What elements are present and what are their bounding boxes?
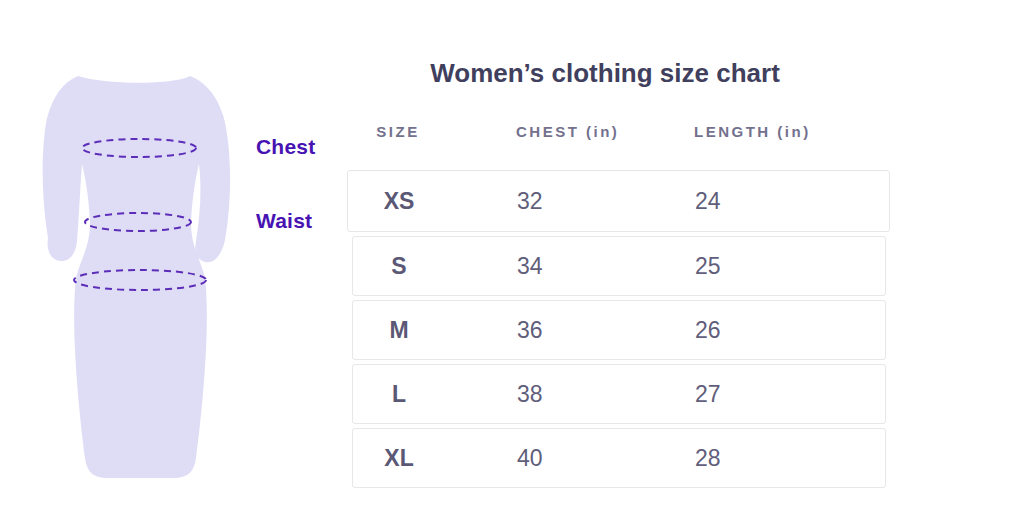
size-chart-panel: Women’s clothing size chart SIZE CHEST (… xyxy=(352,0,886,492)
column-header-length: LENGTH (in) xyxy=(694,123,886,140)
column-header-size: SIZE xyxy=(352,123,516,140)
chest-label: Chest xyxy=(256,135,315,159)
length-cell: 24 xyxy=(695,188,889,215)
size-table-body: XS 32 24 S 34 25 M 36 26 L 38 27 XL 40 2… xyxy=(352,170,886,488)
chest-cell: 38 xyxy=(517,381,695,408)
table-row: XS 32 24 xyxy=(347,170,890,232)
table-row: S 34 25 xyxy=(352,236,886,296)
length-cell: 26 xyxy=(695,317,885,344)
dress-illustration-svg xyxy=(0,0,340,518)
waist-label: Waist xyxy=(256,209,312,233)
table-row: XL 40 28 xyxy=(352,428,886,488)
size-chart-page: Chest Waist Women’s clothing size chart … xyxy=(0,0,1024,518)
length-cell: 25 xyxy=(695,253,885,280)
size-cell: M xyxy=(353,317,517,344)
chest-cell: 36 xyxy=(517,317,695,344)
size-cell: S xyxy=(353,253,517,280)
column-header-chest: CHEST (in) xyxy=(516,123,694,140)
chest-cell: 40 xyxy=(517,445,695,472)
table-header-row: SIZE CHEST (in) LENGTH (in) xyxy=(352,123,886,140)
page-title: Women’s clothing size chart xyxy=(352,58,858,89)
dress-measurement-illustration: Chest Waist xyxy=(0,0,340,518)
table-row: L 38 27 xyxy=(352,364,886,424)
size-cell: L xyxy=(353,381,517,408)
length-cell: 28 xyxy=(695,445,885,472)
length-cell: 27 xyxy=(695,381,885,408)
size-cell: XS xyxy=(353,188,517,215)
chest-cell: 34 xyxy=(517,253,695,280)
size-cell: XL xyxy=(353,445,517,472)
chest-cell: 32 xyxy=(517,188,695,215)
table-row: M 36 26 xyxy=(352,300,886,360)
